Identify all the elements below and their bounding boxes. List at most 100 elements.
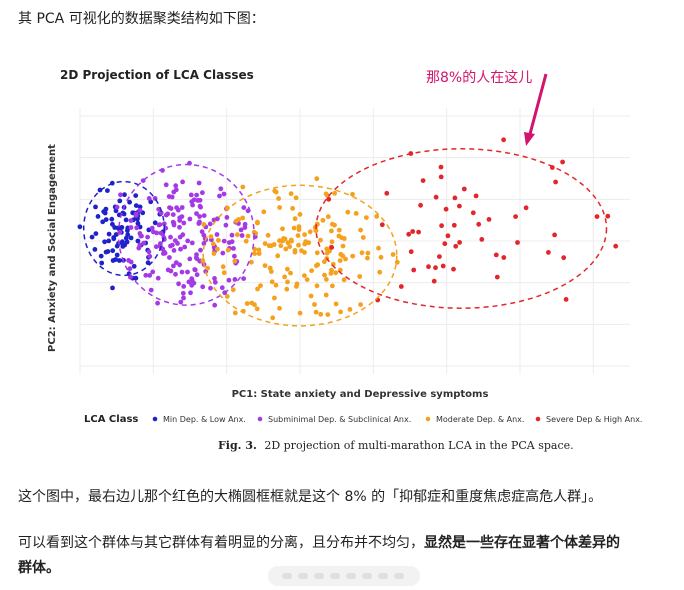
data-point xyxy=(605,213,611,219)
data-point xyxy=(287,244,293,250)
data-point xyxy=(207,221,213,227)
data-point xyxy=(245,233,251,239)
data-point xyxy=(353,211,359,216)
data-point xyxy=(155,300,160,306)
data-point xyxy=(218,186,224,192)
data-point xyxy=(103,249,109,255)
data-point xyxy=(201,213,207,219)
data-point xyxy=(179,269,185,275)
data-point xyxy=(313,309,319,315)
data-point xyxy=(120,239,125,245)
legend-label: Moderate Dep. & Anx. xyxy=(436,415,524,424)
cluster-ellipse xyxy=(82,180,166,277)
data-point xyxy=(329,245,335,250)
data-point xyxy=(223,222,229,228)
data-point xyxy=(225,247,231,253)
data-point xyxy=(114,204,120,210)
note-bold-text: 显然是一些存在显著个体差异的 xyxy=(424,535,620,551)
data-point xyxy=(281,236,286,241)
data-point xyxy=(307,229,313,235)
data-point xyxy=(314,283,320,289)
data-point xyxy=(224,294,230,299)
data-point xyxy=(135,238,141,244)
data-point xyxy=(216,237,221,243)
note-text: 可以看到这个群体与其它群体有着明显的分离，且分布并不均匀， xyxy=(18,535,424,551)
chart-legend: LCA Class Min Dep. & Low Anx. Subminimal… xyxy=(84,414,642,425)
data-point xyxy=(326,196,332,202)
data-point xyxy=(158,210,164,216)
note-bold-continuation: 群体。 xyxy=(18,560,60,576)
data-point xyxy=(241,276,247,281)
data-point xyxy=(155,275,161,281)
data-point xyxy=(292,216,298,222)
data-point xyxy=(290,206,295,211)
data-point xyxy=(273,282,279,288)
data-point xyxy=(560,159,565,165)
data-point xyxy=(476,221,482,227)
data-point xyxy=(133,193,139,199)
data-point xyxy=(229,232,235,238)
data-point xyxy=(196,180,202,186)
data-point xyxy=(262,241,268,247)
data-point xyxy=(337,258,343,263)
watermark-dot xyxy=(298,573,308,579)
data-point xyxy=(314,250,320,256)
data-point xyxy=(113,208,119,214)
data-point xyxy=(185,269,190,275)
data-point xyxy=(194,192,200,198)
data-point xyxy=(187,256,193,262)
data-point xyxy=(546,250,551,255)
data-point xyxy=(390,252,396,257)
data-point xyxy=(181,295,186,301)
data-point xyxy=(333,301,339,307)
data-point xyxy=(217,193,222,199)
data-point xyxy=(113,232,119,237)
data-point xyxy=(178,299,184,305)
data-point xyxy=(282,274,287,280)
data-point xyxy=(177,224,182,230)
data-point xyxy=(410,229,416,234)
watermark-dot xyxy=(346,573,356,579)
data-point xyxy=(137,204,143,210)
data-point xyxy=(215,246,220,252)
data-point xyxy=(171,220,177,226)
data-point xyxy=(291,225,297,231)
data-point xyxy=(297,212,303,217)
data-point xyxy=(128,218,134,224)
data-point xyxy=(186,279,192,285)
data-point xyxy=(173,271,178,277)
data-point xyxy=(364,215,369,221)
data-point xyxy=(137,208,143,213)
data-point xyxy=(416,229,421,235)
pca-figure: 2D Projection of LCA Classes 那8%的人在这儿 PC… xyxy=(38,48,658,468)
data-point xyxy=(314,176,320,182)
data-point xyxy=(153,244,159,250)
data-point xyxy=(241,205,247,211)
data-point xyxy=(314,263,319,269)
data-point xyxy=(265,232,271,238)
x-axis-label: PC1: State anxiety and Depressive sympto… xyxy=(232,389,489,400)
data-point xyxy=(288,270,293,276)
data-point xyxy=(127,199,132,205)
data-point xyxy=(323,292,329,298)
data-point xyxy=(515,240,520,245)
data-point xyxy=(232,277,238,282)
data-point xyxy=(148,287,154,293)
data-point xyxy=(194,272,200,278)
data-point xyxy=(154,230,159,236)
data-point xyxy=(160,246,166,252)
data-point xyxy=(320,217,326,223)
data-point xyxy=(214,232,220,237)
data-point xyxy=(201,222,207,227)
data-point xyxy=(251,229,257,235)
data-point xyxy=(350,191,355,197)
data-point xyxy=(92,247,98,252)
data-point xyxy=(135,220,141,226)
watermark-dot xyxy=(282,573,292,579)
data-point xyxy=(123,235,129,241)
data-point xyxy=(379,222,385,228)
data-point xyxy=(114,243,120,249)
data-point xyxy=(329,228,334,234)
data-point xyxy=(110,285,115,291)
data-point xyxy=(239,233,245,238)
